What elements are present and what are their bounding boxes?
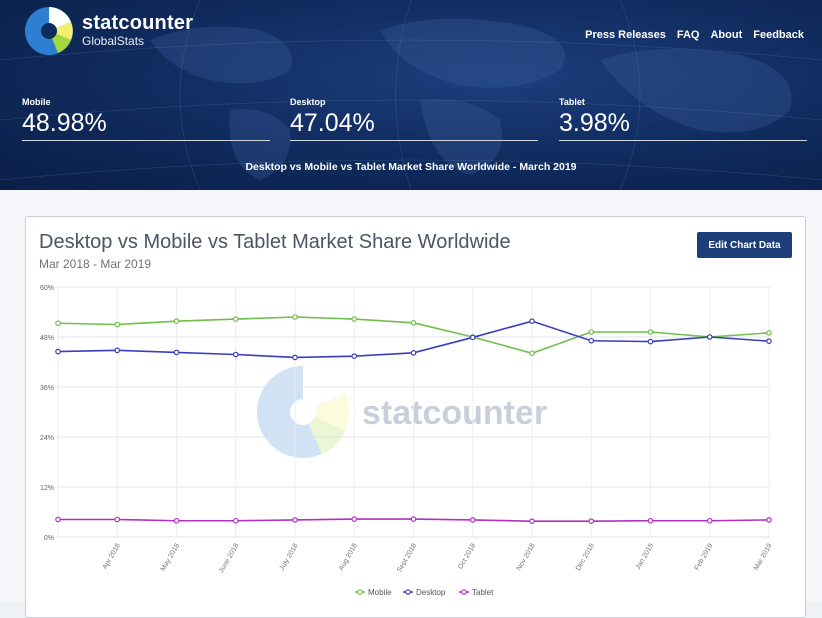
edit-chart-data-button[interactable]: Edit Chart Data [697,232,792,258]
statcounter-logo-icon [25,7,73,55]
stat-value: 47.04% [290,109,538,141]
legend-item-mobile[interactable]: Mobile [355,588,392,597]
stat-value: 3.98% [559,109,807,141]
stat-label: Desktop [290,97,326,107]
data-point-desktop[interactable] [55,348,61,355]
brand[interactable]: statcounter GlobalStats [82,12,193,48]
data-point-tablet[interactable] [173,517,180,524]
stat-desktop: Desktop 47.04% [290,97,538,141]
brand-name: statcounter [82,12,194,34]
data-point-tablet[interactable] [55,516,61,523]
data-point-desktop[interactable] [173,349,180,356]
x-tick-label: June 2018 [218,542,240,574]
data-point-desktop[interactable] [647,338,654,345]
data-point-mobile[interactable] [588,329,595,335]
data-point-mobile[interactable] [647,329,654,335]
data-point-mobile[interactable] [410,320,417,326]
x-tick-label: Apr 2018 [102,542,122,570]
watermark-text: statcounter [362,394,547,432]
brand-sub: GlobalStats [82,34,145,48]
y-tick-label: 36% [40,385,54,392]
legend-item-desktop[interactable]: Desktop [403,588,446,597]
x-tick-label: Oct 2018 [457,542,477,570]
data-point-mobile[interactable] [55,320,61,327]
x-tick-label: Sept 2018 [396,542,418,573]
stat-label: Mobile [22,97,51,107]
y-tick-label: 48% [40,335,54,342]
data-point-tablet[interactable] [588,518,595,524]
legend-label: Desktop [416,588,446,597]
data-point-tablet[interactable] [114,516,121,523]
data-point-tablet[interactable] [292,517,298,523]
x-tick-label: Nov 2018 [516,542,537,572]
x-tick-label: Feb 2019 [694,542,715,571]
x-tick-label: Jan 2019 [635,542,656,571]
legend-marker [357,589,363,595]
legend-label: Tablet [472,588,494,597]
nav-feedback[interactable]: Feedback [753,29,804,41]
data-point-mobile[interactable] [232,316,239,322]
data-point-desktop[interactable] [351,353,358,359]
nav-faq[interactable]: FAQ [676,29,700,41]
data-point-desktop[interactable] [706,334,713,340]
stat-tablet: Tablet 3.98% [559,97,807,141]
header-title: Desktop vs Mobile vs Tablet Market Share… [245,161,577,173]
data-point-tablet[interactable] [351,516,358,522]
stat-label: Tablet [559,97,585,107]
y-tick-label: 24% [40,435,54,442]
data-point-tablet[interactable] [706,517,713,524]
data-point-mobile[interactable] [351,316,358,322]
data-point-mobile[interactable] [529,350,535,357]
data-point-desktop[interactable] [292,354,298,361]
stat-mobile: Mobile 48.98% [22,97,270,141]
legend-label: Mobile [368,588,392,597]
nav-about[interactable]: About [710,29,743,41]
nav-press-releases[interactable]: Press Releases [585,29,666,41]
data-point-desktop[interactable] [114,347,121,354]
x-tick-label: Aug 2018 [338,542,359,572]
y-tick-label: 0% [44,535,54,542]
data-point-mobile[interactable] [766,330,772,336]
world-map-decoration [0,0,822,190]
y-tick-label: 60% [40,285,54,292]
chart-subtitle: Mar 2018 - Mar 2019 [39,257,152,271]
data-point-desktop[interactable] [410,350,417,356]
chart-card: Desktop vs Mobile vs Tablet Market Share… [25,216,806,618]
data-point-desktop[interactable] [529,318,535,324]
data-point-desktop[interactable] [588,337,595,344]
x-tick-label: Mar 2019 [753,542,774,571]
statcounter-watermark: statcounter [257,365,547,458]
data-point-mobile[interactable] [292,314,298,320]
data-point-desktop[interactable] [232,351,239,358]
chart-title: Desktop vs Mobile vs Tablet Market Share… [39,231,511,253]
data-point-mobile[interactable] [173,318,180,324]
x-tick-label: May 2018 [160,542,181,572]
data-point-desktop[interactable] [469,334,476,341]
data-point-tablet[interactable] [647,517,654,524]
data-point-tablet[interactable] [529,518,535,524]
legend-marker [405,589,411,595]
header-banner: statcounter GlobalStats Press Releases F… [0,0,822,190]
legend-marker [461,589,467,595]
data-point-desktop[interactable] [766,338,772,344]
data-point-tablet[interactable] [232,517,239,524]
data-point-tablet[interactable] [766,517,772,523]
data-point-tablet[interactable] [469,517,476,523]
stat-value: 48.98% [22,109,270,141]
legend-item-tablet[interactable]: Tablet [459,588,494,597]
x-tick-label: Dec 2018 [575,542,596,572]
y-tick-label: 12% [40,485,54,492]
x-tick-label: July 2018 [279,542,300,572]
data-point-tablet[interactable] [410,516,417,522]
data-point-mobile[interactable] [114,321,121,328]
market-share-line-chart: statcounter 0% 12% 24% 36% 48% 60% Apr 2018 Ma… [40,285,774,597]
top-nav: Press Releases FAQ About Feedback [585,29,804,41]
